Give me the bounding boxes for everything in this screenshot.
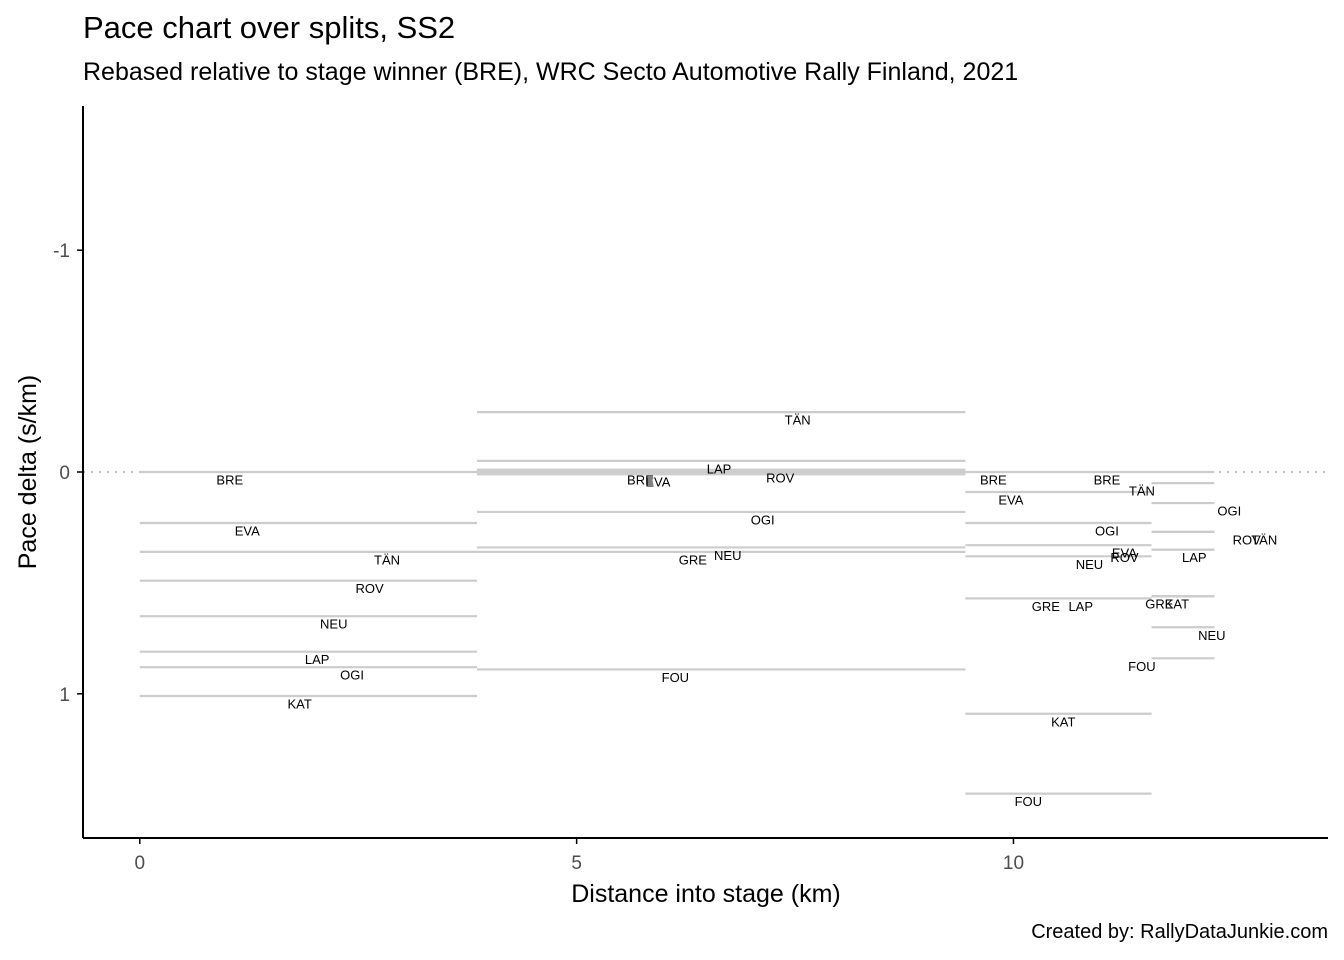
driver-label: TÄN (1129, 484, 1155, 499)
driver-label: TÄN (785, 413, 811, 428)
driver-label: NEU (320, 617, 347, 632)
driver-label: FOU (1128, 659, 1155, 674)
driver-label: ROV (766, 470, 795, 485)
driver-label: NEU (1076, 557, 1103, 572)
driver-label: TÄN (1251, 532, 1277, 547)
driver-label: EVA (645, 475, 670, 490)
driver-label: BRE (216, 473, 243, 488)
driver-label: GRE (1145, 597, 1174, 612)
segments-layer (139, 411, 1215, 795)
driver-label: NEU (714, 548, 741, 563)
segment-labels-layer: BREEVATÄNROVNEULAPOGIKATTÄNLAPROVBREEVAO… (216, 413, 1277, 810)
chart-title: Pace chart over splits, SS2 (83, 10, 456, 45)
driver-label: LAP (305, 652, 330, 667)
x-tick-label: 0 (135, 853, 146, 874)
driver-label: KAT (1165, 597, 1189, 612)
x-axis-title: Distance into stage (km) (571, 880, 841, 908)
driver-label: ROV (355, 581, 384, 596)
driver-label: LAP (707, 461, 732, 476)
driver-label: GRE (679, 552, 708, 567)
driver-label: ROV (1233, 532, 1262, 547)
chart-subtitle: Rebased relative to stage winner (BRE), … (83, 58, 1019, 86)
y-tick-label: 1 (59, 685, 70, 706)
x-tick-label: 5 (571, 853, 582, 874)
driver-label: TÄN (374, 552, 400, 567)
driver-label: OGI (1217, 504, 1241, 519)
y-tick-label: 0 (59, 463, 70, 484)
driver-label: BRE (627, 473, 654, 488)
driver-label: EVA (998, 492, 1023, 507)
driver-label: EVA (1112, 546, 1137, 561)
y-tick-label: -1 (53, 241, 70, 262)
y-axis-title: Pace delta (s/km) (14, 375, 42, 570)
driver-label: KAT (288, 697, 312, 712)
driver-label: KAT (1051, 714, 1075, 729)
chart-caption: Created by: RallyDataJunkie.com (1031, 921, 1328, 943)
driver-label: LAP (1068, 599, 1093, 614)
driver-label: OGI (340, 668, 364, 683)
driver-label: EVA (235, 524, 260, 539)
driver-label: NEU (1198, 628, 1225, 643)
driver-label: OGI (751, 512, 775, 527)
driver-label: FOU (662, 670, 689, 685)
driver-label: GRE (1032, 599, 1061, 614)
driver-label: OGI (1095, 524, 1119, 539)
driver-label: FOU (1015, 794, 1042, 809)
x-tick-label: 10 (1003, 853, 1024, 874)
driver-label: ROV (1110, 550, 1139, 565)
driver-label: BRE (980, 473, 1007, 488)
driver-label: LAP (1182, 550, 1207, 565)
driver-label: BRE (1094, 473, 1121, 488)
